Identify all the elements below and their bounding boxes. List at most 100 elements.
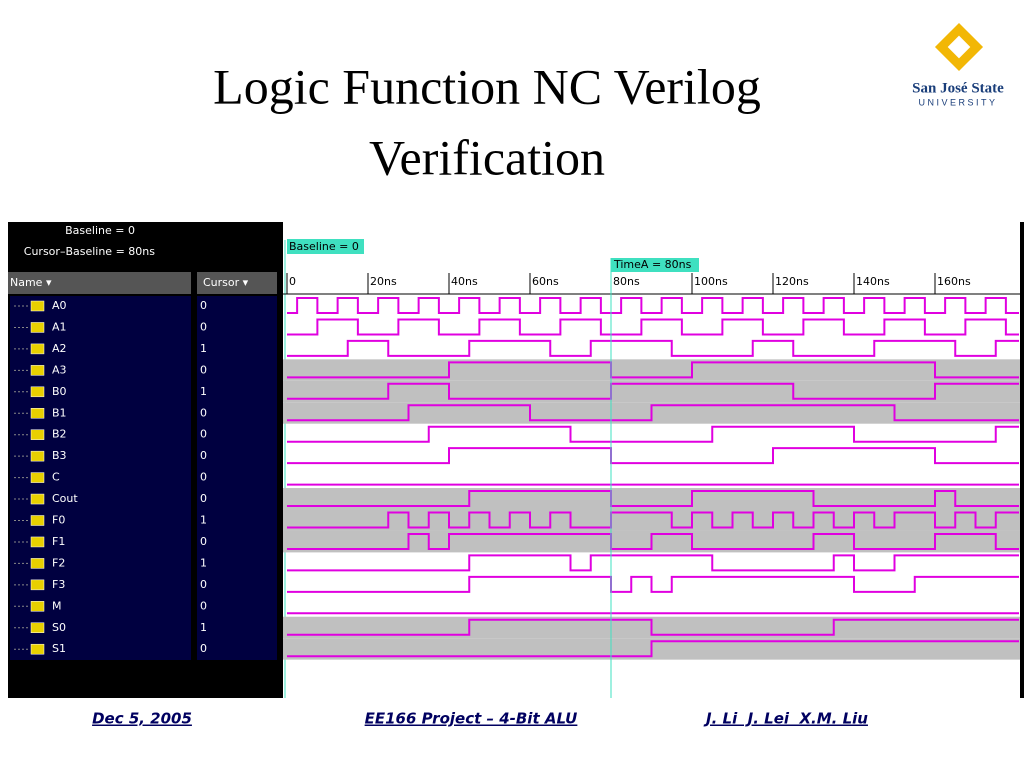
signal-icon [30,622,45,633]
signal-name[interactable]: A2 [52,342,67,355]
cursor-col[interactable]: Cursor ▾ [203,276,249,289]
scrollbar [1020,222,1024,698]
time-label: 120ns [775,275,809,288]
signal-name[interactable]: M [52,599,62,612]
signal-cursor: 1 [200,556,207,569]
signal-cursor: 0 [200,578,207,591]
row-shade [283,488,1020,510]
waveform [287,640,1019,658]
signal-icon [30,472,45,483]
cursor-list [197,296,277,660]
signal-cursor: 0 [200,471,207,484]
time-label: 80ns [613,275,640,288]
time-label: 40ns [451,275,478,288]
baseline-tag-bg [287,239,364,254]
footer-date: Dec 5, 2005 [92,710,192,728]
signal-name[interactable]: Cout [52,492,78,505]
waveform [287,361,1019,379]
waveform [287,490,1019,508]
signal-name[interactable]: S1 [52,642,66,655]
waveform [287,447,1019,465]
time-label: 160ns [937,275,971,288]
signal-icon [30,386,45,398]
signal-icon [30,365,45,376]
waveform [287,318,1019,336]
signal-name[interactable]: S0 [52,621,66,634]
signal-name[interactable]: B0 [52,385,67,398]
time-label: 140ns [856,275,890,288]
waveform [287,532,1019,550]
signal-icon [30,408,45,419]
time-label: 20ns [370,275,397,288]
column-header[interactable] [8,272,191,294]
signal-cursor: 0 [200,492,207,505]
signal-cursor: 0 [200,642,207,655]
baseline-tag: Baseline = 0 [289,240,359,253]
waveform [287,339,1019,357]
signal-name[interactable]: A1 [52,320,67,333]
signal-cursor: 1 [200,514,207,527]
signal-cursor: 0 [200,299,207,312]
signal-cursor: 0 [200,535,207,548]
footer-authors: J. Li J. Lei X.M. Liu [703,710,868,728]
signal-icon [30,515,45,526]
logo: San José State UNIVERSITY [912,22,1004,107]
footer-project: EE166 Project – 4-Bit ALU [365,710,578,728]
signal-icon [30,322,45,333]
signal-cursor: 0 [200,449,207,462]
signal-cursor: 0 [200,320,207,333]
cursor-tag: TimeA = 80ns [613,258,692,271]
signal-cursor: 0 [200,363,207,376]
waveform [287,511,1019,529]
signal-name[interactable]: F0 [52,514,65,527]
signal-cursor: 1 [200,342,207,355]
signal-name[interactable]: F1 [52,535,65,548]
signal-cursor: 0 [200,599,207,612]
signal-icon [30,536,45,548]
waveform [287,618,1019,636]
waveform [287,404,1019,422]
signal-cursor: 0 [200,428,207,441]
row-shade [283,380,1020,403]
signal-name[interactable]: A3 [52,363,67,376]
signal-name[interactable]: F3 [52,578,65,591]
signal-name[interactable]: F2 [52,556,65,569]
cursor-tag-bg [611,258,699,272]
signal-name[interactable]: B3 [52,449,67,462]
signal-icon [30,643,45,655]
signal-icon [30,601,45,612]
signal-name[interactable]: C [52,471,60,484]
cursor-info: Cursor–Baseline = 80ns [24,245,155,258]
time-label: 60ns [532,275,559,288]
signal-name[interactable]: A0 [52,299,67,312]
logo-sub: UNIVERSITY [918,97,997,107]
column-header[interactable] [197,272,277,294]
signal-icon [30,579,45,591]
waveform [287,575,1019,593]
signal-cursor: 0 [200,406,207,419]
signal-cursor: 1 [200,385,207,398]
time-label: 0 [289,275,296,288]
row-shade [283,359,1020,381]
signal-name[interactable]: B2 [52,428,67,441]
time-label: 100ns [694,275,728,288]
signal-icon [30,493,45,505]
title: Logic Function NC Verilog [213,58,761,114]
logo-name: San José State [912,80,1004,96]
signal-name[interactable]: B1 [52,406,67,419]
signal-icon [30,300,45,312]
title: Verification [369,129,605,185]
signal-icon [30,343,45,355]
signal-icon [30,450,45,462]
name-col[interactable]: Name ▾ [10,276,52,289]
baseline-info: Baseline = 0 [65,224,135,237]
waveform [287,425,1019,443]
signal-icon [30,558,45,569]
signal-icon [30,429,45,440]
signal-cursor: 1 [200,621,207,634]
row-shade [283,509,1020,531]
waveform [287,554,1019,572]
waveform [287,297,1019,314]
